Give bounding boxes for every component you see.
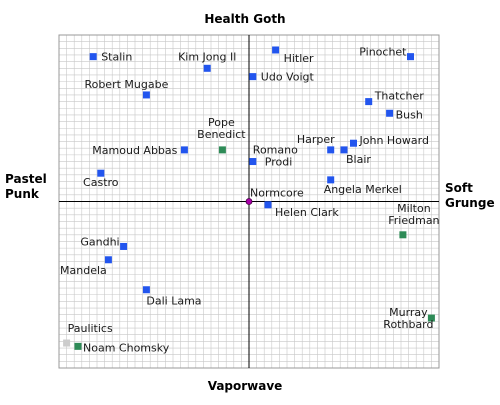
point-marker (104, 256, 112, 264)
point-label: Noam Chomsky (83, 341, 170, 354)
data-point: Pope Benedict (197, 116, 246, 154)
data-point: Bush (386, 108, 423, 121)
point-label: Bush (396, 108, 423, 121)
data-point: Thatcher (365, 90, 424, 106)
axis-title-right-line1: Soft (445, 181, 473, 195)
point-marker (180, 146, 188, 154)
data-point: Paulitics (63, 322, 113, 347)
point-label: Dali Lama (146, 295, 201, 308)
data-points: Stalin Kim Jong Il Hitler Pinochet Udo Voigt… (60, 46, 440, 355)
point-label: Stalin (101, 51, 132, 64)
point-marker (399, 231, 407, 239)
data-point: Milton Friedman (388, 202, 440, 239)
data-point: Helen Clark (264, 201, 339, 219)
point-marker (142, 91, 150, 99)
point-marker (63, 339, 71, 347)
point-marker (74, 342, 82, 350)
point-marker (203, 64, 211, 72)
point-marker (249, 73, 257, 81)
data-point: Udo Voigt (249, 71, 314, 84)
point-label: Pinochet (359, 46, 407, 59)
point-label: Gandhi (80, 235, 119, 248)
axis-title-right-line2: Grunge (445, 196, 495, 210)
axis-title-bottom: Vaporwave (208, 379, 283, 393)
point-marker (245, 198, 253, 205)
point-marker (365, 98, 373, 106)
point-label: Castro (83, 176, 119, 189)
data-point: Normcore (245, 187, 304, 205)
axis-title-top: Health Goth (204, 12, 285, 26)
point-label: Angela Merkel (324, 183, 402, 196)
point-label: Romano Prodi (253, 144, 298, 169)
point-marker (249, 158, 257, 166)
data-point: Harper (297, 133, 335, 154)
point-marker (327, 176, 335, 184)
data-point: Gandhi (80, 235, 128, 250)
point-label: Pope Benedict (197, 116, 246, 141)
data-point: Mandela (60, 256, 112, 277)
point-marker (142, 286, 150, 294)
point-label: Mamoud Abbas (92, 144, 177, 157)
data-point: Kim Jong Il (178, 50, 236, 72)
data-point: Hitler (272, 46, 314, 65)
point-label: Robert Mugabe (84, 78, 168, 91)
point-label: Kim Jong Il (178, 50, 236, 63)
data-point: John Howard (350, 134, 429, 147)
point-marker (97, 169, 105, 177)
point-marker (272, 46, 280, 54)
data-point: Noam Chomsky (74, 341, 170, 354)
point-label: Harper (297, 133, 335, 146)
point-marker (340, 146, 348, 154)
point-marker (89, 53, 97, 61)
point-label: Paulitics (68, 322, 113, 335)
point-label: Mandela (60, 264, 107, 277)
point-marker (327, 146, 335, 154)
data-point: Castro (83, 169, 119, 189)
point-marker (264, 201, 272, 209)
point-label: Udo Voigt (261, 71, 315, 84)
data-point: Robert Mugabe (84, 78, 169, 99)
point-marker (407, 53, 414, 61)
point-label: Normcore (250, 187, 304, 200)
data-point: Angela Merkel (324, 176, 402, 196)
point-label: Blair (346, 153, 371, 166)
data-point: Pinochet (359, 46, 414, 61)
point-label: Thatcher (374, 90, 425, 103)
data-point: Mamoud Abbas (92, 144, 188, 157)
axis-title-left-line2: Punk (5, 187, 40, 201)
point-label: John Howard (359, 134, 429, 147)
point-marker (120, 242, 128, 250)
data-point: Stalin (89, 51, 132, 64)
point-marker (218, 146, 226, 154)
data-point: Dali Lama (142, 286, 202, 308)
point-marker (427, 314, 435, 322)
point-label: Hitler (284, 52, 314, 65)
point-label: Milton Friedman (388, 202, 439, 227)
data-point: Romano Prodi (249, 144, 298, 169)
point-label: Helen Clark (275, 206, 339, 219)
axis-title-left-line1: Pastel (5, 172, 47, 186)
data-point: Murray Rothbard (383, 306, 435, 331)
data-point: Blair (340, 146, 371, 166)
point-marker (386, 109, 394, 117)
point-marker (350, 139, 357, 147)
point-label: Murray Rothbard (383, 306, 433, 331)
